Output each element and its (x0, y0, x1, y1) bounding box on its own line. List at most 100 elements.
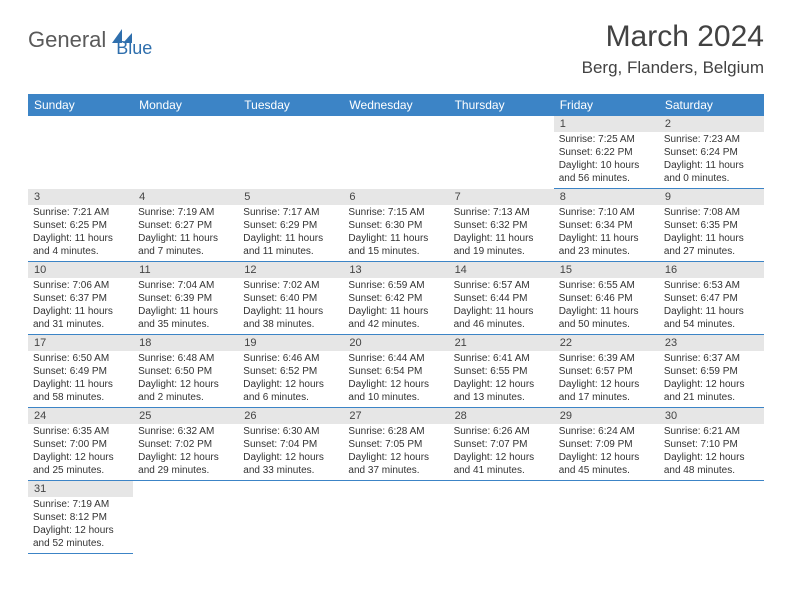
calendar-day-cell: 27Sunrise: 6:28 AMSunset: 7:05 PMDayligh… (343, 408, 448, 481)
calendar-day-cell: 14Sunrise: 6:57 AMSunset: 6:44 PMDayligh… (449, 262, 554, 335)
calendar-day-cell: 26Sunrise: 6:30 AMSunset: 7:04 PMDayligh… (238, 408, 343, 481)
calendar-day-cell: 22Sunrise: 6:39 AMSunset: 6:57 PMDayligh… (554, 335, 659, 408)
day-number: 21 (449, 335, 554, 351)
day-number: 13 (343, 262, 448, 278)
calendar-day-cell (659, 481, 764, 554)
day-details: Sunrise: 6:39 AMSunset: 6:57 PMDaylight:… (554, 351, 659, 407)
day-number: 8 (554, 189, 659, 205)
calendar-day-cell (343, 481, 448, 554)
calendar-week-row: 10Sunrise: 7:06 AMSunset: 6:37 PMDayligh… (28, 262, 764, 335)
day-number: 9 (659, 189, 764, 205)
day-number: 31 (28, 481, 133, 497)
day-details: Sunrise: 6:24 AMSunset: 7:09 PMDaylight:… (554, 424, 659, 480)
day-details: Sunrise: 7:10 AMSunset: 6:34 PMDaylight:… (554, 205, 659, 261)
calendar-day-cell: 12Sunrise: 7:02 AMSunset: 6:40 PMDayligh… (238, 262, 343, 335)
day-number: 30 (659, 408, 764, 424)
calendar-day-cell: 11Sunrise: 7:04 AMSunset: 6:39 PMDayligh… (133, 262, 238, 335)
calendar-day-cell: 4Sunrise: 7:19 AMSunset: 6:27 PMDaylight… (133, 189, 238, 262)
day-details: Sunrise: 7:21 AMSunset: 6:25 PMDaylight:… (28, 205, 133, 261)
weekday-header: Thursday (449, 94, 554, 116)
weekday-header: Friday (554, 94, 659, 116)
day-number: 23 (659, 335, 764, 351)
brand-part1: General (28, 27, 106, 53)
weekday-header: Sunday (28, 94, 133, 116)
day-number: 6 (343, 189, 448, 205)
calendar-day-cell: 3Sunrise: 7:21 AMSunset: 6:25 PMDaylight… (28, 189, 133, 262)
day-number: 4 (133, 189, 238, 205)
day-number: 17 (28, 335, 133, 351)
calendar-day-cell: 31Sunrise: 7:19 AMSunset: 8:12 PMDayligh… (28, 481, 133, 554)
day-number: 20 (343, 335, 448, 351)
calendar-body: 1Sunrise: 7:25 AMSunset: 6:22 PMDaylight… (28, 116, 764, 554)
calendar-day-cell: 5Sunrise: 7:17 AMSunset: 6:29 PMDaylight… (238, 189, 343, 262)
calendar-day-cell: 7Sunrise: 7:13 AMSunset: 6:32 PMDaylight… (449, 189, 554, 262)
calendar-table: Sunday Monday Tuesday Wednesday Thursday… (28, 94, 764, 554)
calendar-day-cell: 20Sunrise: 6:44 AMSunset: 6:54 PMDayligh… (343, 335, 448, 408)
day-number: 2 (659, 116, 764, 132)
page-header: General Blue March 2024 Berg, Flanders, … (0, 0, 792, 86)
day-details: Sunrise: 7:23 AMSunset: 6:24 PMDaylight:… (659, 132, 764, 188)
calendar-day-cell: 9Sunrise: 7:08 AMSunset: 6:35 PMDaylight… (659, 189, 764, 262)
day-number: 29 (554, 408, 659, 424)
calendar-day-cell: 23Sunrise: 6:37 AMSunset: 6:59 PMDayligh… (659, 335, 764, 408)
day-details: Sunrise: 7:06 AMSunset: 6:37 PMDaylight:… (28, 278, 133, 334)
day-details: Sunrise: 7:02 AMSunset: 6:40 PMDaylight:… (238, 278, 343, 334)
weekday-header: Saturday (659, 94, 764, 116)
day-details: Sunrise: 6:32 AMSunset: 7:02 PMDaylight:… (133, 424, 238, 480)
day-number: 28 (449, 408, 554, 424)
calendar-day-cell (343, 116, 448, 189)
weekday-header: Wednesday (343, 94, 448, 116)
calendar-day-cell (554, 481, 659, 554)
calendar-day-cell: 30Sunrise: 6:21 AMSunset: 7:10 PMDayligh… (659, 408, 764, 481)
day-number: 7 (449, 189, 554, 205)
calendar-day-cell (238, 481, 343, 554)
day-details: Sunrise: 6:50 AMSunset: 6:49 PMDaylight:… (28, 351, 133, 407)
calendar-day-cell: 17Sunrise: 6:50 AMSunset: 6:49 PMDayligh… (28, 335, 133, 408)
location-subtitle: Berg, Flanders, Belgium (582, 58, 764, 78)
calendar-day-cell: 24Sunrise: 6:35 AMSunset: 7:00 PMDayligh… (28, 408, 133, 481)
day-details: Sunrise: 7:08 AMSunset: 6:35 PMDaylight:… (659, 205, 764, 261)
brand-logo: General Blue (28, 20, 152, 59)
day-number: 25 (133, 408, 238, 424)
calendar-day-cell: 25Sunrise: 6:32 AMSunset: 7:02 PMDayligh… (133, 408, 238, 481)
calendar-week-row: 17Sunrise: 6:50 AMSunset: 6:49 PMDayligh… (28, 335, 764, 408)
day-number: 26 (238, 408, 343, 424)
day-details: Sunrise: 6:48 AMSunset: 6:50 PMDaylight:… (133, 351, 238, 407)
day-details: Sunrise: 6:35 AMSunset: 7:00 PMDaylight:… (28, 424, 133, 480)
weekday-header: Tuesday (238, 94, 343, 116)
day-number: 15 (554, 262, 659, 278)
calendar-week-row: 31Sunrise: 7:19 AMSunset: 8:12 PMDayligh… (28, 481, 764, 554)
calendar-day-cell: 29Sunrise: 6:24 AMSunset: 7:09 PMDayligh… (554, 408, 659, 481)
day-number: 11 (133, 262, 238, 278)
calendar-day-cell (449, 116, 554, 189)
day-details: Sunrise: 7:19 AMSunset: 8:12 PMDaylight:… (28, 497, 133, 553)
day-details: Sunrise: 6:57 AMSunset: 6:44 PMDaylight:… (449, 278, 554, 334)
day-number: 14 (449, 262, 554, 278)
calendar-day-cell: 2Sunrise: 7:23 AMSunset: 6:24 PMDaylight… (659, 116, 764, 189)
calendar-day-cell (133, 116, 238, 189)
calendar-day-cell (133, 481, 238, 554)
day-details: Sunrise: 6:28 AMSunset: 7:05 PMDaylight:… (343, 424, 448, 480)
day-details: Sunrise: 6:21 AMSunset: 7:10 PMDaylight:… (659, 424, 764, 480)
weekday-header: Monday (133, 94, 238, 116)
calendar-week-row: 24Sunrise: 6:35 AMSunset: 7:00 PMDayligh… (28, 408, 764, 481)
calendar-day-cell (28, 116, 133, 189)
day-number: 16 (659, 262, 764, 278)
day-details: Sunrise: 7:19 AMSunset: 6:27 PMDaylight:… (133, 205, 238, 261)
calendar-day-cell (449, 481, 554, 554)
day-details: Sunrise: 7:15 AMSunset: 6:30 PMDaylight:… (343, 205, 448, 261)
day-number: 18 (133, 335, 238, 351)
month-title: March 2024 (582, 20, 764, 54)
day-details: Sunrise: 6:30 AMSunset: 7:04 PMDaylight:… (238, 424, 343, 480)
calendar-day-cell: 6Sunrise: 7:15 AMSunset: 6:30 PMDaylight… (343, 189, 448, 262)
calendar-day-cell (238, 116, 343, 189)
day-number: 10 (28, 262, 133, 278)
day-number: 27 (343, 408, 448, 424)
calendar-day-cell: 19Sunrise: 6:46 AMSunset: 6:52 PMDayligh… (238, 335, 343, 408)
day-number: 24 (28, 408, 133, 424)
calendar-day-cell: 10Sunrise: 7:06 AMSunset: 6:37 PMDayligh… (28, 262, 133, 335)
day-number: 3 (28, 189, 133, 205)
calendar-day-cell: 28Sunrise: 6:26 AMSunset: 7:07 PMDayligh… (449, 408, 554, 481)
day-details: Sunrise: 6:53 AMSunset: 6:47 PMDaylight:… (659, 278, 764, 334)
day-details: Sunrise: 7:17 AMSunset: 6:29 PMDaylight:… (238, 205, 343, 261)
